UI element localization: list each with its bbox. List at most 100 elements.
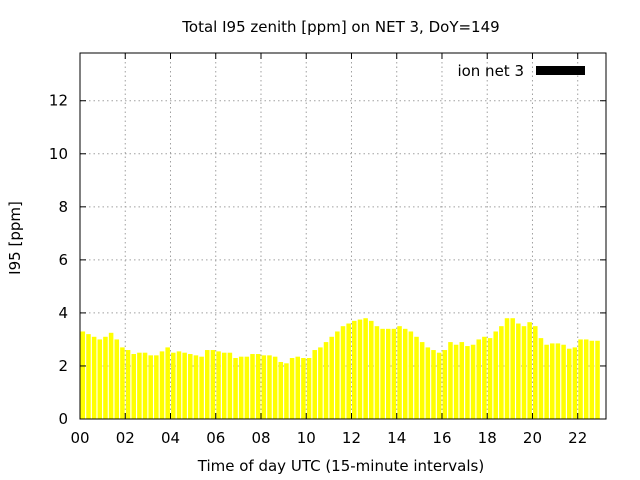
bar [182,352,187,419]
bar [91,336,97,419]
chart-title: Total I95 zenith [ppm] on NET 3, DoY=149 [181,18,499,36]
bar [453,344,459,419]
y-tick-label: 2 [58,357,68,375]
bar [176,351,182,419]
bar [374,326,380,419]
bar [318,347,323,419]
bar [431,350,436,419]
y-tick-label: 10 [49,145,68,163]
bar [346,323,351,419]
bar [583,339,589,419]
bar [103,336,108,419]
bar [470,344,476,419]
bar [595,340,600,419]
bar [510,318,515,419]
bar [278,361,284,419]
bar [108,332,114,419]
x-tick-label: 02 [116,429,135,447]
x-tick-label: 14 [387,429,406,447]
bar [352,320,357,419]
bar [244,356,250,419]
bar [385,328,391,419]
bar [301,358,306,419]
bar [465,346,470,419]
bar [476,339,482,419]
legend: ion net 3 [457,62,585,80]
bar [425,347,431,419]
bar [566,348,572,419]
bar [199,356,204,419]
bar [538,338,544,419]
bar [295,356,301,419]
bar [493,331,498,419]
bar [233,358,238,419]
y-tick-labels: 0 2 4 6 8 10 12 [49,92,68,428]
bar [114,339,120,419]
bar [448,342,453,419]
legend-swatch [536,66,585,75]
bar [329,336,334,419]
bar [97,339,103,419]
bar [238,356,244,419]
bar [459,342,465,419]
x-tick-label: 12 [342,429,361,447]
bar [442,350,448,419]
bar [397,326,402,419]
bar [171,352,176,419]
bar [221,352,227,419]
bar [369,320,374,419]
bar [131,354,136,419]
bar [272,356,278,419]
bar [284,363,289,419]
y-tick-label: 4 [58,304,68,322]
bar [589,340,595,419]
bar [154,355,159,419]
bar [436,352,442,419]
bar [250,354,255,419]
bar [482,336,487,419]
bar [340,326,346,419]
bar [165,347,170,419]
y-tick-label: 6 [58,251,68,269]
bar [137,352,142,419]
y-tick-label: 0 [58,410,68,428]
bar [578,339,583,419]
bar [80,331,86,419]
bar [335,331,340,419]
bar [159,351,165,419]
bar [550,343,555,419]
x-tick-label: 08 [251,429,270,447]
bar [323,342,329,419]
bar [544,344,549,419]
x-tick-label: 18 [478,429,497,447]
legend-label: ion net 3 [457,62,524,80]
bar [261,355,267,419]
bar [120,347,125,419]
bar [363,318,368,419]
bar [555,343,561,419]
y-tick-label: 8 [58,198,68,216]
bar [408,331,414,419]
bar [357,319,363,419]
bar [527,322,532,419]
tick-marks [79,53,606,420]
bar [504,318,510,419]
bar [414,336,419,419]
bar [255,354,261,419]
bar [210,350,216,419]
x-tick-label: 22 [568,429,587,447]
x-tick-label: 10 [297,429,316,447]
bar [227,352,233,419]
bar [499,326,504,419]
bar [572,347,578,419]
plot-frame [79,52,607,420]
bar [188,354,193,419]
bar [516,323,521,419]
bars [80,318,600,419]
x-axis-label: Time of day UTC (15-minute intervals) [197,457,484,475]
bar [487,338,493,419]
bar [419,342,425,419]
x-tick-label: 20 [523,429,542,447]
bar [521,326,527,419]
y-tick-label: 12 [49,92,68,110]
